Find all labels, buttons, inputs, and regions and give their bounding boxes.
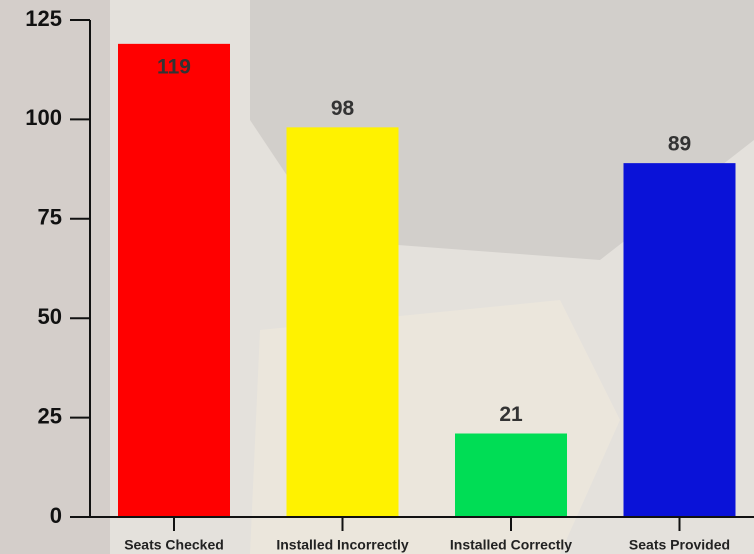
- value-label: 89: [668, 133, 691, 156]
- y-tick-label: 50: [38, 304, 62, 329]
- value-label: 119: [157, 55, 191, 78]
- x-tick-label: Seats Provided: [629, 537, 730, 553]
- y-tick-label: 0: [50, 503, 62, 528]
- x-tick-label: Seats Checked: [124, 537, 224, 553]
- y-tick-label: 75: [38, 205, 62, 230]
- x-tick-label: Installed Correctly: [450, 537, 572, 553]
- bar: [455, 433, 567, 517]
- y-tick-label: 125: [25, 6, 62, 31]
- background-shape: [0, 0, 110, 554]
- value-label: 98: [331, 97, 355, 120]
- bar: [623, 163, 736, 518]
- bar: [118, 43, 230, 518]
- value-label: 21: [499, 403, 523, 426]
- y-tick-label: 25: [38, 403, 62, 428]
- x-tick-label: Installed Incorrectly: [276, 537, 408, 553]
- bar: [286, 127, 399, 518]
- y-tick-label: 100: [25, 105, 62, 130]
